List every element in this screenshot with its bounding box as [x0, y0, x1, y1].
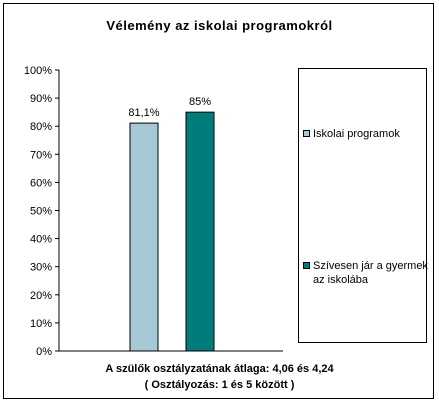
legend-swatch-iskolai-programok [303, 130, 310, 137]
y-tick-label: 30% [30, 262, 52, 274]
y-axis-ticks: 0% 10% 20% 30% 40% 50% 60% 70% 80% 90% 100% [24, 65, 59, 358]
chart-title: Vélemény az iskolai programokról [106, 18, 333, 33]
y-tick-label: 40% [30, 234, 52, 246]
bar-data-label: 85% [189, 96, 211, 108]
y-tick-label: 90% [30, 93, 52, 105]
plot-area [59, 70, 283, 351]
y-tick-label: 70% [30, 149, 52, 161]
legend-swatch-szivesen-jar [303, 262, 310, 269]
y-tick-label: 80% [30, 121, 52, 133]
y-tick-label: 20% [30, 290, 52, 302]
legend: Iskolai programok Szívesen jár a gyermek… [298, 68, 428, 343]
y-tick-label: 10% [30, 318, 52, 330]
bars-group: 81,1% 85% [128, 96, 215, 352]
footer-scale-note: ( Osztályozás: 1 és 5 között ) [144, 379, 295, 391]
y-tick-label: 50% [30, 206, 52, 218]
bar-szivesen-jar [185, 111, 215, 352]
y-tick-label: 60% [30, 177, 52, 189]
y-tick-label: 100% [24, 65, 52, 77]
footer-average-note: A szülők osztályzatának átlaga: 4,06 és … [105, 363, 334, 375]
bar-iskolai-programok [129, 122, 159, 352]
bar-data-label: 81,1% [128, 107, 159, 119]
y-tick-label: 0% [36, 346, 52, 358]
legend-label-iskolai-programok: Iskolai programok [313, 128, 400, 140]
legend-label-szivesen-jar: Szívesen jár a gyermek az iskolába [313, 260, 428, 286]
